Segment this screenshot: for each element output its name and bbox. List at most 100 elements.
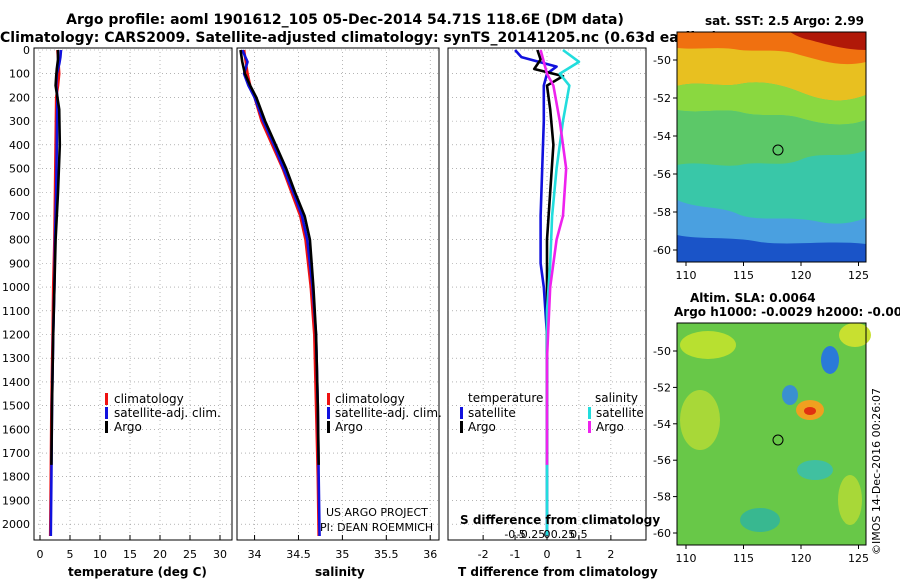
legend-heading-temperature: temperature: [468, 391, 543, 405]
sst-lat-tick-label: -56: [653, 168, 671, 181]
sst-argo-location-marker: [772, 144, 784, 156]
t-series-line: [50, 50, 62, 465]
y-tick-label: 1100: [2, 305, 30, 318]
sla-lat-tick-label: -50: [653, 345, 671, 358]
y-tick-label: 900: [9, 257, 30, 270]
d-x-tick-label: 0: [544, 548, 551, 561]
y-tick-label: 300: [9, 115, 30, 128]
sla-cyan-patch-2: [740, 508, 780, 532]
legend-label-argo: Argo: [114, 420, 142, 434]
chart-title-line2: Climatology: CARS2009. Satellite-adjuste…: [0, 30, 718, 46]
d-series-line: [539, 49, 568, 465]
s-difference-label: S difference from climatology: [460, 513, 660, 527]
sla-map: -50 -52 -54 -56 -58 -60 110 115 120 125: [653, 322, 871, 565]
t-x-tick-label: 20: [153, 548, 167, 561]
t-x-tick-label: 15: [123, 548, 137, 561]
sla-hot-core: [804, 407, 816, 415]
legend-label-satellite-adj: satellite-adj. clim.: [114, 406, 221, 420]
legend-swatch-t-argo: [460, 421, 463, 433]
legend-swatch-s-satellite-adj: [327, 407, 330, 419]
d-s-x-tick-label: 0.5: [570, 528, 588, 541]
sst-coldest-band: [677, 235, 866, 262]
sla-blue-patch-2: [782, 385, 798, 405]
sst-map: -50 -52 -54 -56 -58 -60 110 115 120 125: [653, 31, 869, 282]
d-x-tick-label: -2: [478, 548, 489, 561]
y-tick-label: 700: [9, 210, 30, 223]
t-x-tick-label: 0: [37, 548, 44, 561]
legend-heading-salinity: salinity: [595, 391, 638, 405]
t-x-tick-label: 25: [183, 548, 197, 561]
legend-swatch-satellite-adj: [105, 407, 108, 419]
d-x-tick-label: 1: [575, 548, 582, 561]
d-s-x-tick-label: 0: [544, 528, 551, 541]
legend-label-s-climatology: climatology: [335, 392, 405, 406]
y-tick-label: 1800: [2, 471, 30, 484]
s-x-tick-label: 36: [423, 548, 437, 561]
sst-yellowgreen-band: [677, 82, 866, 125]
sla-lat-tick-label: -56: [653, 454, 671, 467]
y-tick-label: 100: [9, 68, 30, 81]
sla-cyan-patch-1: [797, 460, 833, 480]
d-s-x-tick-label: -0.5: [504, 528, 525, 541]
sla-map-title-1: Altim. SLA: 0.0064: [690, 291, 816, 305]
s-x-tick-label: 35.5: [374, 548, 399, 561]
s-x-tick-label: 34.5: [286, 548, 311, 561]
legend-swatch-argo: [105, 421, 108, 433]
s-series-line: [242, 49, 320, 537]
chart-title-line1: Argo profile: aoml 1901612_105 05-Dec-20…: [66, 12, 624, 28]
sla-lon-tick-label: 120: [791, 552, 812, 565]
sst-lon-tick-label: 125: [848, 269, 869, 282]
y-tick-label: 1200: [2, 328, 30, 341]
sla-map-frame: [676, 322, 867, 546]
sla-yellow-patch-3: [680, 390, 720, 450]
t-difference-label: T difference from climatology: [458, 565, 658, 579]
sla-lon-tick-label: 125: [848, 552, 869, 565]
sla-blue-patch-1: [821, 346, 839, 374]
y-tick-label: 1900: [2, 494, 30, 507]
sla-lat-tick-label: -52: [653, 381, 671, 394]
y-tick-label: 800: [9, 234, 30, 247]
legend-label-t-satellite: satellite: [468, 406, 516, 420]
sla-yellow-patch-2: [839, 323, 871, 347]
y-tick-label: 500: [9, 163, 30, 176]
difference-panel: -2 -1 0 1 2 -0.5-0.250 0.250.5 S difference f…: [447, 47, 660, 579]
sst-map-frame: [676, 31, 867, 263]
sst-lat-tick-label: -54: [653, 130, 671, 143]
temperature-panel: 0 5 10 15 20 25 30 0 100 200 300 400 500 600 700 800 90…: [2, 44, 233, 579]
sla-argo-location-marker: [772, 434, 784, 446]
salinity-x-label: salinity: [315, 565, 365, 579]
y-tick-label: 400: [9, 139, 30, 152]
temperature-x-label: temperature (deg C): [68, 565, 207, 579]
legend-label-s-satellite: satellite: [596, 406, 644, 420]
legend-swatch-climatology: [105, 393, 108, 405]
y-tick-label: 2000: [2, 518, 30, 531]
y-tick-label: 1300: [2, 352, 30, 365]
project-line1: US ARGO PROJECT: [326, 506, 428, 519]
d-s-x-tick-label: 0.25: [551, 528, 576, 541]
sst-lat-tick-label: -52: [653, 92, 671, 105]
sst-hottest-band: [790, 32, 866, 50]
sla-lon-tick-label: 110: [676, 552, 697, 565]
legend-label-t-argo: Argo: [468, 420, 496, 434]
sst-lat-tick-label: -60: [653, 244, 671, 257]
sst-map-title: sat. SST: 2.5 Argo: 2.99: [705, 14, 865, 28]
y-tick-label: 200: [9, 91, 30, 104]
d-x-tick-label: -1: [510, 548, 521, 561]
sla-yellow-patch-4: [838, 475, 862, 525]
legend-swatch-s-argo-diff: [588, 421, 591, 433]
legend-label-s-argo: Argo: [335, 420, 363, 434]
y-tick-label: 0: [23, 44, 30, 57]
sla-lat-tick-label: -60: [653, 527, 671, 540]
y-tick-label: 1000: [2, 281, 30, 294]
y-tick-label: 1700: [2, 447, 30, 460]
project-line2: PI: DEAN ROEMMICH: [320, 521, 433, 534]
t-x-tick-label: 30: [213, 548, 227, 561]
sla-lat-tick-label: -54: [653, 418, 671, 431]
y-tick-label: 1600: [2, 423, 30, 436]
legend-label-s-argo-diff: Argo: [596, 420, 624, 434]
t-x-tick-label: 10: [93, 548, 107, 561]
y-tick-label: 600: [9, 186, 30, 199]
sla-map-title-2: Argo h1000: -0.0029 h2000: -0.0048: [674, 305, 900, 319]
y-tick-label: 1500: [2, 400, 30, 413]
